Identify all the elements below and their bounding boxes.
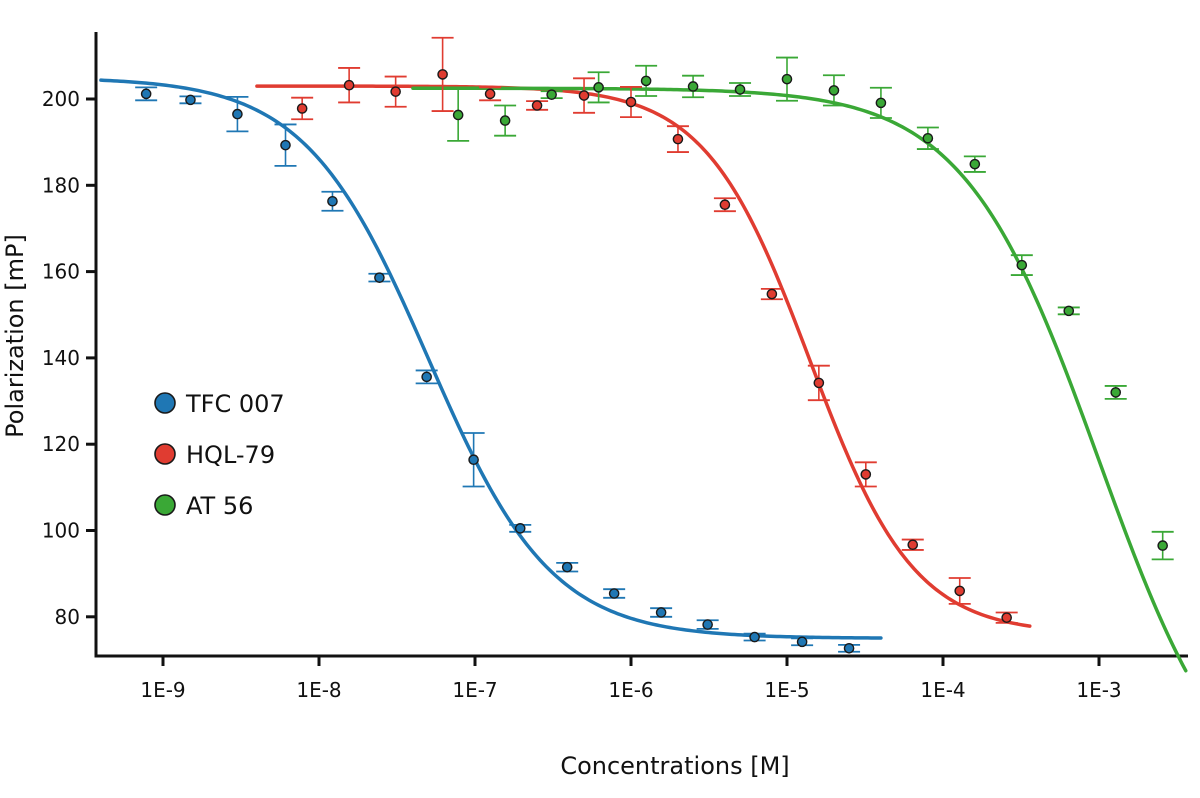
data-point-at-56 [734, 84, 746, 95]
data-point-at-56 [499, 115, 511, 126]
legend-marker-hql-79 [154, 443, 176, 465]
data-point-hql-79 [531, 100, 543, 111]
data-point-tfc-007 [655, 607, 667, 618]
x-tick-label: 1E-9 [140, 678, 185, 702]
data-point-hql-79 [954, 585, 966, 597]
x-tick-label: 1E-4 [920, 678, 965, 702]
data-point-at-56 [640, 75, 652, 87]
data-point-hql-79 [766, 288, 778, 300]
data-points [140, 69, 1168, 654]
fit-curve-tfc-007 [99, 78, 883, 640]
error-bars [135, 36, 1174, 653]
x-tick-label: 1E-7 [452, 678, 497, 702]
data-point-at-56 [546, 89, 557, 100]
x-tick-label: 1E-6 [608, 678, 653, 702]
fit-curve-at-56 [411, 86, 1188, 673]
y-tick-label: 120 [42, 432, 80, 456]
data-point-tfc-007 [749, 631, 760, 643]
axes: 80 100 120 140 160 180 200 1E-9 1E-8 1E-7 1E-6 1E-5… [42, 32, 1188, 702]
data-point-hql-79 [578, 90, 590, 101]
data-point-at-56 [687, 81, 699, 92]
data-point-at-56 [452, 109, 464, 121]
data-point-tfc-007 [232, 108, 243, 120]
data-point-at-56 [1016, 259, 1028, 271]
data-point-at-56 [828, 85, 840, 96]
data-point-at-56 [922, 132, 934, 144]
data-point-hql-79 [390, 86, 401, 97]
y-tick-label: 200 [42, 87, 80, 111]
data-point-tfc-007 [468, 454, 479, 466]
data-point-hql-79 [672, 133, 684, 145]
y-axis-title: Polarization [mP] [1, 234, 29, 438]
data-point-hql-79 [813, 377, 825, 389]
y-tick-label: 80 [55, 605, 80, 629]
data-point-tfc-007 [374, 272, 385, 283]
data-point-at-56 [781, 73, 793, 85]
data-point-tfc-007 [561, 561, 573, 573]
data-point-hql-79 [1001, 612, 1012, 623]
data-point-at-56 [593, 82, 604, 93]
y-tick-label: 160 [42, 260, 80, 284]
legend: TFC 007 HQL-79 AT 56 [154, 390, 285, 520]
data-point-hql-79 [343, 79, 355, 91]
data-point-tfc-007 [702, 619, 713, 630]
data-point-tfc-007 [843, 642, 855, 654]
legend-label-at-56: AT 56 [186, 492, 253, 520]
legend-marker-at-56 [154, 494, 176, 516]
data-point-tfc-007 [185, 94, 196, 106]
fit-curves [99, 78, 1188, 673]
x-axis-title: Concentrations [M] [560, 752, 789, 780]
legend-marker-tfc-007 [154, 392, 176, 414]
data-point-at-56 [969, 158, 981, 170]
data-point-hql-79 [437, 69, 448, 80]
data-point-at-56 [1157, 540, 1168, 551]
x-tick-label: 1E-5 [764, 678, 809, 702]
data-point-hql-79 [625, 96, 637, 108]
data-point-tfc-007 [796, 636, 808, 648]
data-point-tfc-007 [421, 371, 432, 383]
data-point-hql-79 [484, 88, 496, 100]
data-point-tfc-007 [514, 523, 526, 534]
data-point-at-56 [1110, 387, 1122, 398]
data-point-hql-79 [860, 469, 872, 480]
data-point-tfc-007 [327, 195, 338, 207]
data-point-hql-79 [296, 103, 308, 114]
fit-curve-hql-79 [255, 84, 1032, 628]
data-point-at-56 [875, 97, 887, 109]
data-point-at-56 [1063, 305, 1075, 317]
data-point-hql-79 [719, 199, 731, 211]
legend-label-hql-79: HQL-79 [186, 441, 275, 469]
y-tick-label: 100 [42, 519, 80, 543]
x-tick-label: 1E-3 [1076, 678, 1121, 702]
x-tick-label: 1E-8 [296, 678, 341, 702]
data-point-hql-79 [907, 539, 919, 551]
legend-label-tfc-007: TFC 007 [185, 390, 285, 418]
data-point-tfc-007 [280, 139, 291, 151]
y-tick-label: 140 [42, 346, 80, 370]
y-tick-label: 180 [42, 173, 80, 197]
data-point-tfc-007 [140, 88, 152, 100]
data-point-tfc-007 [608, 588, 620, 599]
